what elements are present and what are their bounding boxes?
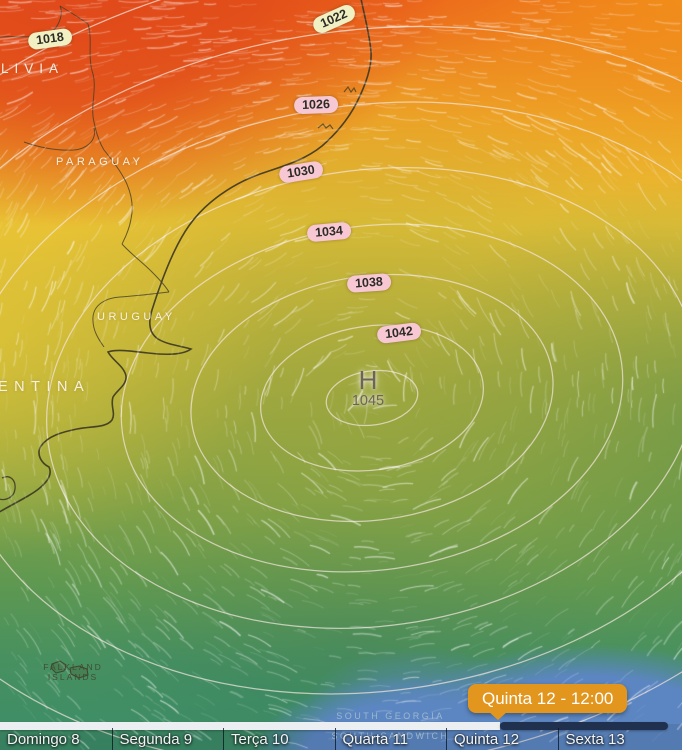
high-pressure-symbol: H: [358, 365, 378, 395]
timeline-day-sexta-13[interactable]: Sexta 13: [557, 728, 682, 750]
timeline-day-label: Domingo 8: [7, 731, 80, 748]
high-pressure-value: 1045: [351, 393, 385, 409]
timeline-day-label: Sexta 13: [565, 731, 625, 748]
tooltip-arrow-icon: [488, 711, 508, 720]
place-label-uruguay: URUGUAY: [97, 311, 176, 323]
time-tooltip: Quinta 12 - 12:00: [468, 684, 628, 713]
place-label-line: ISLANDS: [47, 672, 99, 682]
timeline-progress-elapsed[interactable]: [0, 722, 500, 730]
timeline-day-label: Terça 10: [231, 731, 289, 748]
high-pressure-marker: H 1045: [352, 367, 384, 409]
timeline-day-label: Quinta 12: [454, 731, 520, 748]
timeline-day-label: Quarta 11: [342, 731, 409, 748]
place-label-line: FALKLAND: [43, 662, 103, 672]
timeline-progress-remaining[interactable]: [500, 722, 668, 730]
timeline-days: Domingo 8 Segunda 9 Terça 10 Quarta 11 Quint…: [0, 728, 682, 750]
timeline-day-quinta-12[interactable]: Quinta 12: [446, 728, 558, 750]
timeline-day-domingo-8[interactable]: Domingo 8: [0, 728, 112, 750]
timeline-day-quarta-11[interactable]: Quarta 11: [334, 728, 447, 750]
place-label-bolivia: LIVIA: [1, 61, 64, 76]
timeline-day-segunda-9[interactable]: Segunda 9: [111, 728, 224, 750]
place-label-line: PARAGUAY: [56, 156, 144, 168]
timeline-day-label: Segunda 9: [119, 731, 193, 748]
place-label-line: SOUTH SANDWICH: [331, 731, 450, 741]
place-label-line: URUGUAY: [97, 311, 176, 323]
place-label-line: LIVIA: [1, 61, 65, 76]
place-label-falkland-islands: FALKLAND ISLANDS: [40, 662, 106, 682]
place-label-argentina: ENTINA: [0, 379, 90, 395]
place-label-line: SOUTH GEORGIA: [336, 711, 445, 721]
place-label-paraguay: PARAGUAY: [56, 156, 144, 168]
timeline-day-terca-10[interactable]: Terça 10: [223, 728, 335, 750]
place-label-line: ENTINA: [0, 379, 91, 395]
